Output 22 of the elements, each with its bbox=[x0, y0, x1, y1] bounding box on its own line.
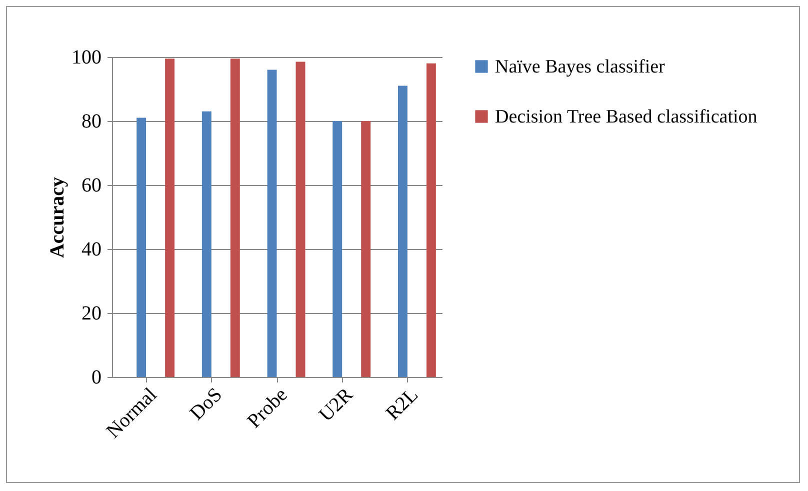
y-tick-label: 0 bbox=[92, 366, 102, 388]
bar bbox=[136, 118, 146, 377]
legend-label: Naïve Bayes classifier bbox=[495, 56, 666, 78]
y-tick-label: 80 bbox=[82, 110, 102, 132]
y-tick-label: 20 bbox=[82, 302, 102, 324]
legend-label: Decision Tree Based classification bbox=[495, 106, 758, 128]
y-tick-label: 40 bbox=[82, 238, 102, 260]
bar bbox=[426, 63, 436, 377]
x-tick-label: R2L bbox=[382, 384, 423, 424]
bar bbox=[202, 111, 212, 377]
x-tick-label: U2R bbox=[314, 383, 358, 426]
bar bbox=[267, 70, 277, 377]
bar bbox=[165, 58, 175, 377]
bar bbox=[230, 58, 240, 377]
bar bbox=[398, 86, 408, 377]
x-tick-label: DoS bbox=[186, 384, 227, 425]
bar bbox=[296, 62, 306, 377]
y-tick-label: 60 bbox=[82, 174, 102, 196]
bar bbox=[361, 121, 371, 377]
bar bbox=[332, 121, 342, 377]
y-axis-title: Accuracy bbox=[46, 176, 68, 258]
y-tick-label: 100 bbox=[72, 46, 102, 68]
